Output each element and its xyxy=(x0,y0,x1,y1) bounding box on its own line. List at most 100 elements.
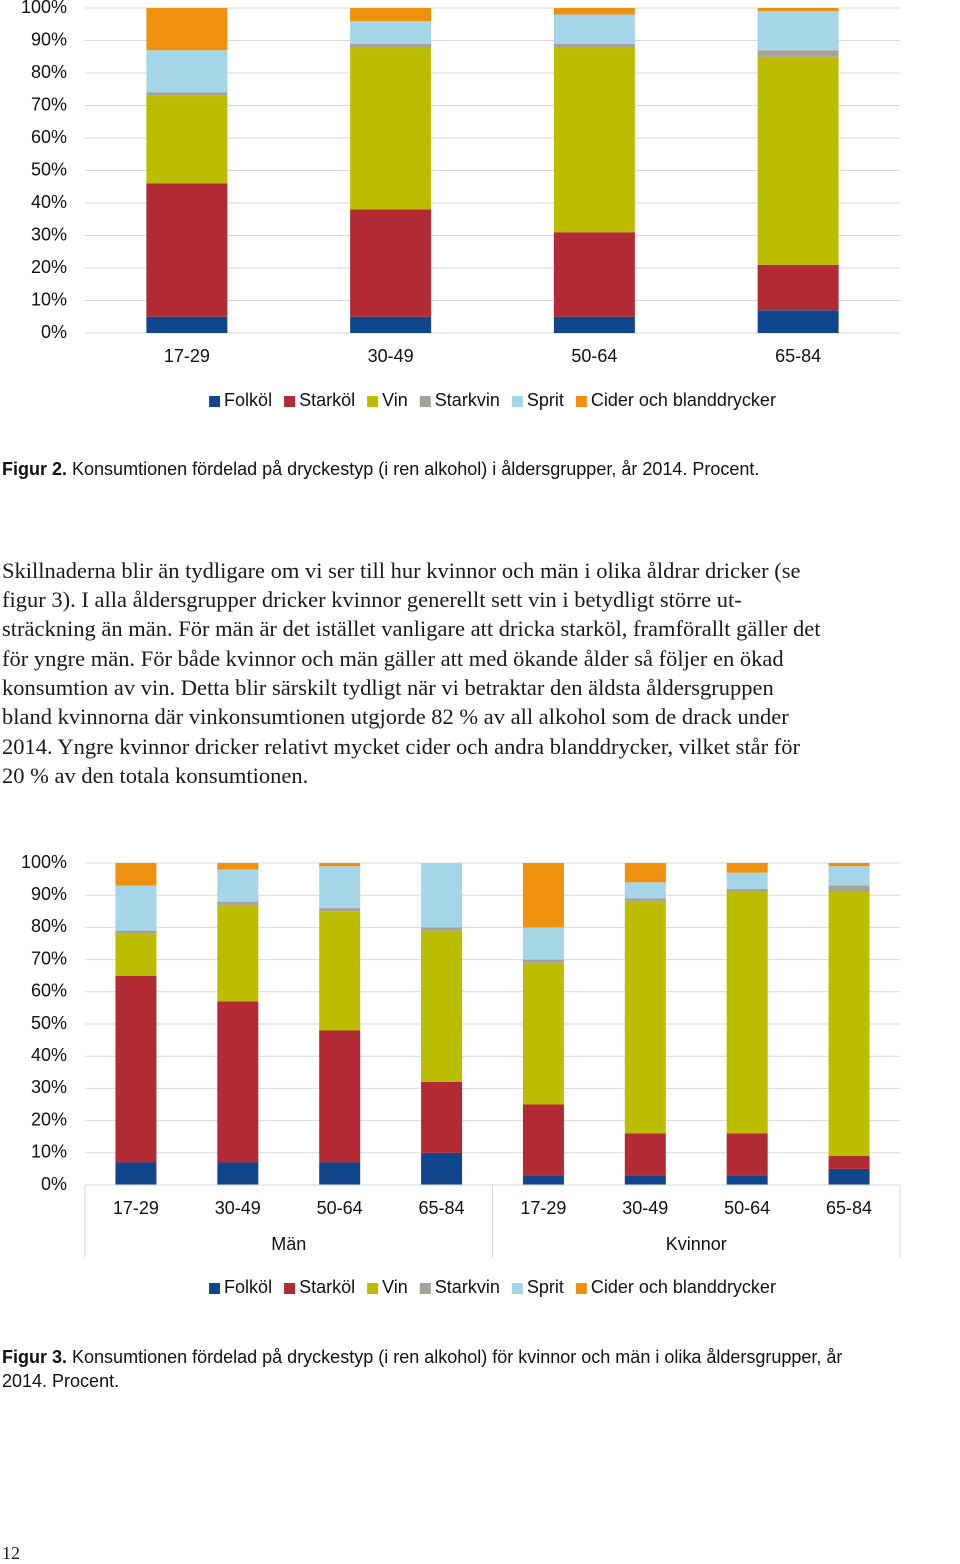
legend-label: Starköl xyxy=(299,390,355,410)
paragraph-line: 2014. Yngre kvinnor dricker relativt myc… xyxy=(2,734,800,759)
paragraph-line: Skillnaderna blir än tydligare om vi ser… xyxy=(2,558,801,583)
bar-segment xyxy=(350,316,432,333)
y-tick-label: 70% xyxy=(31,94,67,114)
bar-segment xyxy=(115,885,157,931)
y-tick-label: 0% xyxy=(41,1174,67,1194)
y-tick-label: 50% xyxy=(31,1013,67,1033)
figure-caption: Figur 2. Konsumtionen fördelad på drycke… xyxy=(2,459,759,479)
group-label: Män xyxy=(271,1234,306,1254)
bar-segment xyxy=(146,316,228,333)
legend-swatch xyxy=(419,396,431,407)
bar-segment xyxy=(319,863,361,867)
paragraph: Skillnaderna blir än tydligare om vi ser… xyxy=(2,558,821,788)
y-tick-label: 70% xyxy=(31,948,67,968)
legend-swatch xyxy=(284,396,296,407)
bar-segment xyxy=(350,8,432,21)
bar-segment xyxy=(421,1081,463,1153)
legend-swatch xyxy=(209,396,221,407)
bar-segment xyxy=(421,863,463,928)
bar-segment xyxy=(757,50,839,57)
legend-swatch xyxy=(367,1283,379,1294)
figure-caption: 2014. Procent. xyxy=(2,1371,119,1391)
paragraph-line: bland kvinnorna där vinkonsumtionen utgj… xyxy=(2,704,789,729)
legend-label: Folköl xyxy=(224,390,272,410)
legend-label: Starkvin xyxy=(435,390,500,410)
y-tick-label: 80% xyxy=(31,916,67,936)
y-tick-label: 20% xyxy=(31,1109,67,1129)
legend-swatch xyxy=(284,1283,296,1294)
legend-label: Starkvin xyxy=(435,1277,500,1297)
x-tick-label: 50-64 xyxy=(724,1198,770,1218)
y-tick-label: 0% xyxy=(41,322,67,342)
y-tick-label: 80% xyxy=(31,62,67,82)
paragraph-line: figur 3). I alla åldersgrupper dricker k… xyxy=(2,587,742,612)
bar-segment xyxy=(146,183,228,317)
bar-segment xyxy=(757,11,839,51)
legend-label: Starköl xyxy=(299,1277,355,1297)
bar-segment xyxy=(146,50,228,93)
bar-segment xyxy=(522,959,564,963)
bar-segment xyxy=(350,21,432,44)
bar-segment xyxy=(522,927,564,960)
bar-segment xyxy=(624,898,666,902)
bar-segment xyxy=(350,43,432,47)
legend-swatch xyxy=(511,396,523,407)
bar-segment xyxy=(319,866,361,909)
bar-segment xyxy=(319,1030,361,1163)
bar-segment xyxy=(115,930,157,934)
legend-swatch xyxy=(511,1283,523,1294)
bar-segment xyxy=(624,1133,666,1176)
bar-segment xyxy=(217,1001,259,1163)
bar-segment xyxy=(624,882,666,899)
bar-segment xyxy=(115,933,157,976)
bar-segment xyxy=(115,863,157,886)
caption-text: Konsumtionen fördelad på dryckestyp (i r… xyxy=(72,459,759,479)
x-tick-label: 50-64 xyxy=(317,1198,363,1218)
x-tick-label: 65-84 xyxy=(419,1198,465,1218)
bar-segment xyxy=(146,95,228,184)
legend-swatch xyxy=(419,1283,431,1294)
bar-segment xyxy=(146,8,228,51)
bar-segment xyxy=(553,232,635,317)
bar-segment xyxy=(726,1175,768,1185)
y-tick-label: 60% xyxy=(31,127,67,147)
x-tick-label: 17-29 xyxy=(520,1198,566,1218)
bar-segment xyxy=(553,8,635,15)
bar-segment xyxy=(726,888,768,892)
bar-segment xyxy=(350,209,432,317)
chart: 0% 10% 20% 30% 40% 50% 60% 70% 80% 90% 100% 17-29 30… xyxy=(21,0,900,410)
legend-swatch xyxy=(209,1283,221,1294)
bar-segment xyxy=(757,8,839,12)
bar-segment xyxy=(726,891,768,1134)
y-tick-label: 90% xyxy=(31,884,67,904)
bar-segment xyxy=(421,927,463,931)
x-tick-label: 50-64 xyxy=(571,346,617,366)
bar-segment xyxy=(115,1162,157,1185)
y-tick-label: 30% xyxy=(31,1077,67,1097)
bar-segment xyxy=(828,866,870,886)
legend-label: Cider och blanddrycker xyxy=(591,390,776,410)
bar-segment xyxy=(828,863,870,867)
bar-segment xyxy=(726,863,768,873)
bar-segment xyxy=(115,975,157,1163)
legend-label: Folköl xyxy=(224,1277,272,1297)
bar-segment xyxy=(522,1104,564,1176)
bar-segment xyxy=(553,43,635,47)
y-tick-label: 10% xyxy=(31,1142,67,1162)
bar-segment xyxy=(217,863,259,870)
bar-segment xyxy=(146,92,228,96)
y-tick-label: 40% xyxy=(31,1045,67,1065)
bar-segment xyxy=(624,863,666,883)
legend-swatch xyxy=(575,1283,587,1294)
bar-segment xyxy=(828,1168,870,1185)
bar-segment xyxy=(757,56,839,265)
caption-text: Konsumtionen fördelad på dryckestyp (i r… xyxy=(72,1347,842,1367)
legend-label: Vin xyxy=(382,1277,408,1297)
x-tick-label: 30-49 xyxy=(368,346,414,366)
y-tick-label: 20% xyxy=(31,257,67,277)
legend-swatch xyxy=(367,396,379,407)
figure-caption: Figur 3. Konsumtionen fördelad på drycke… xyxy=(2,1347,842,1367)
legend-label: Sprit xyxy=(527,1277,564,1297)
bar-segment xyxy=(217,901,259,905)
